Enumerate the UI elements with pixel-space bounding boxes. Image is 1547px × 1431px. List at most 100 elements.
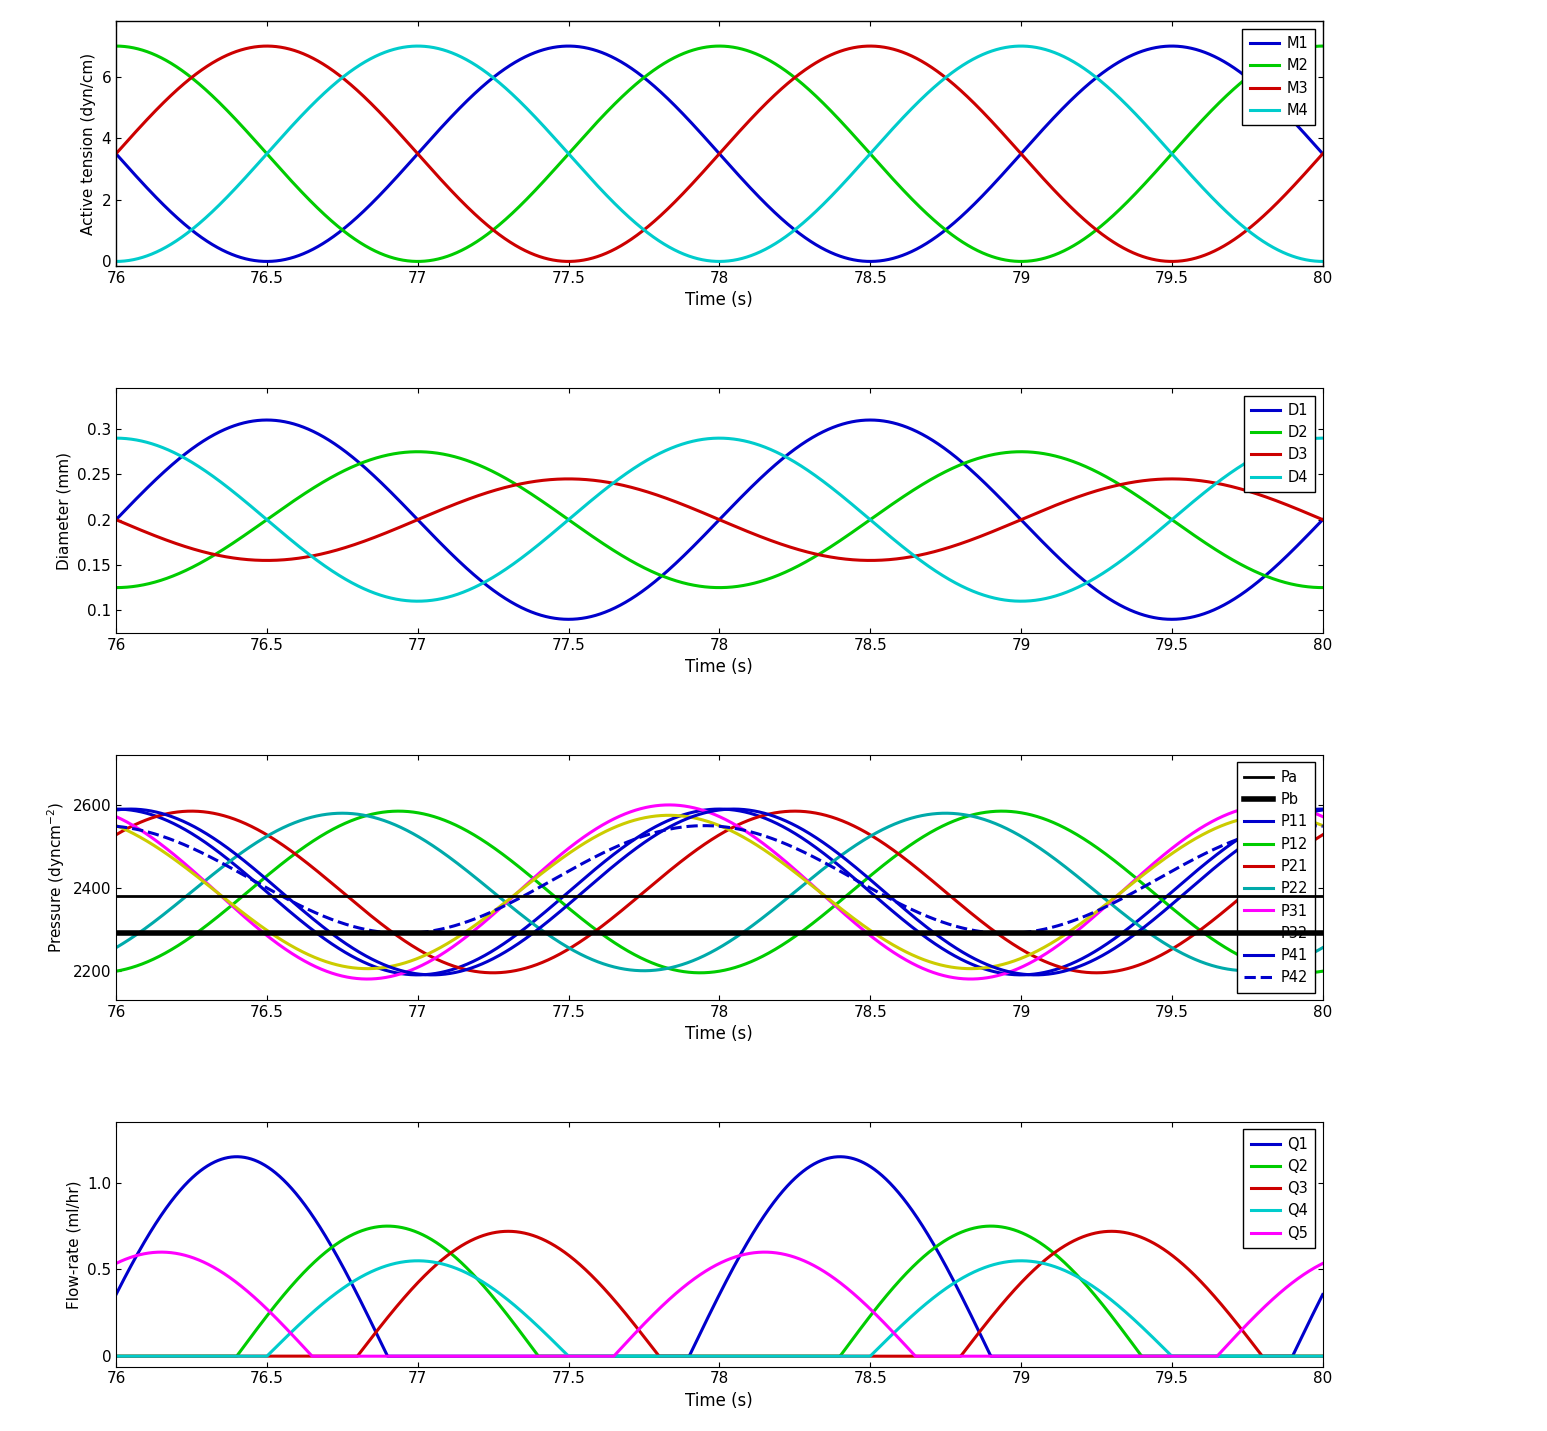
P12 bbox=[692, 964, 710, 982]
M2 bbox=[623, 79, 642, 96]
P11 bbox=[1313, 800, 1332, 817]
Line: M4: M4 bbox=[116, 46, 1323, 262]
M3 bbox=[1313, 145, 1332, 162]
D2 bbox=[681, 575, 699, 592]
P32 bbox=[1313, 817, 1332, 834]
D4 bbox=[1276, 435, 1295, 452]
P31 bbox=[107, 809, 125, 826]
M2 bbox=[1276, 46, 1295, 63]
Q5 bbox=[623, 1327, 642, 1344]
Q3 bbox=[107, 1348, 125, 1365]
Q5 bbox=[1276, 1279, 1295, 1296]
M3 bbox=[984, 114, 1002, 132]
Y-axis label: Pressure (dyncm$^{-2}$): Pressure (dyncm$^{-2}$) bbox=[45, 801, 67, 953]
P22 bbox=[1276, 956, 1295, 973]
M1 bbox=[1217, 54, 1236, 72]
M2 bbox=[1313, 37, 1332, 54]
P41 bbox=[681, 809, 699, 826]
Legend: Q1, Q2, Q3, Q4, Q5: Q1, Q2, Q3, Q4, Q5 bbox=[1244, 1129, 1315, 1248]
M2 bbox=[681, 43, 699, 60]
Q2 bbox=[1216, 1348, 1235, 1365]
Q1 bbox=[623, 1348, 642, 1365]
D3 bbox=[1162, 471, 1180, 488]
P11 bbox=[614, 839, 633, 856]
P31 bbox=[614, 806, 633, 823]
Q4 bbox=[1313, 1348, 1332, 1365]
P42 bbox=[984, 924, 1002, 942]
Q3 bbox=[1276, 1348, 1295, 1365]
M4 bbox=[1313, 253, 1332, 270]
P32 bbox=[984, 957, 1002, 975]
P21 bbox=[1313, 826, 1332, 843]
P41 bbox=[724, 800, 743, 817]
P11 bbox=[984, 963, 1002, 980]
D3 bbox=[614, 477, 633, 494]
D1 bbox=[1313, 511, 1332, 528]
P11 bbox=[408, 966, 427, 983]
P12 bbox=[623, 946, 642, 963]
D4 bbox=[1216, 468, 1235, 485]
Q4 bbox=[1276, 1348, 1295, 1365]
Q3 bbox=[681, 1348, 699, 1365]
M3 bbox=[107, 145, 125, 162]
Q3 bbox=[984, 1307, 1002, 1324]
Q3 bbox=[1313, 1348, 1332, 1365]
P31 bbox=[1217, 806, 1236, 823]
P21 bbox=[1276, 851, 1295, 869]
M4 bbox=[1276, 245, 1295, 262]
Y-axis label: Active tension (dyn/cm): Active tension (dyn/cm) bbox=[80, 53, 96, 235]
Line: P32: P32 bbox=[116, 816, 1323, 969]
D2 bbox=[984, 446, 1002, 464]
Line: Q4: Q4 bbox=[116, 1261, 1323, 1357]
P12 bbox=[1313, 963, 1332, 980]
P41 bbox=[1217, 850, 1236, 867]
D4 bbox=[1313, 429, 1332, 446]
Q1 bbox=[984, 1348, 1002, 1365]
M3 bbox=[1276, 185, 1295, 202]
D1 bbox=[1162, 611, 1180, 628]
Line: M3: M3 bbox=[116, 46, 1323, 262]
X-axis label: Time (s): Time (s) bbox=[685, 292, 753, 309]
P32 bbox=[614, 816, 633, 833]
D2 bbox=[1216, 547, 1235, 564]
Line: P11: P11 bbox=[116, 809, 1323, 975]
Q5 bbox=[1313, 1255, 1332, 1272]
Q5 bbox=[303, 1348, 322, 1365]
D3 bbox=[258, 552, 277, 570]
Q4 bbox=[614, 1348, 633, 1365]
X-axis label: Time (s): Time (s) bbox=[685, 1025, 753, 1043]
P11 bbox=[1216, 839, 1235, 856]
Line: D3: D3 bbox=[116, 479, 1323, 561]
Q5 bbox=[1217, 1338, 1236, 1355]
D1 bbox=[107, 511, 125, 528]
P31 bbox=[984, 967, 1002, 985]
P22 bbox=[984, 814, 1002, 831]
D1 bbox=[1276, 548, 1295, 565]
M4 bbox=[623, 212, 642, 229]
P42 bbox=[1313, 817, 1332, 834]
M1 bbox=[681, 113, 699, 130]
D1 bbox=[614, 595, 633, 612]
P42 bbox=[681, 817, 699, 834]
Line: D1: D1 bbox=[116, 421, 1323, 620]
Q5 bbox=[107, 1255, 125, 1272]
P41 bbox=[614, 850, 633, 867]
M3 bbox=[1217, 236, 1236, 253]
Line: M1: M1 bbox=[116, 46, 1323, 262]
D4 bbox=[984, 590, 1002, 607]
Q2 bbox=[379, 1218, 398, 1235]
D3 bbox=[107, 511, 125, 528]
D2 bbox=[623, 554, 642, 571]
P32 bbox=[623, 811, 642, 829]
P32 bbox=[661, 807, 679, 824]
P22 bbox=[1313, 939, 1332, 956]
D2 bbox=[107, 580, 125, 597]
D1 bbox=[1217, 595, 1236, 612]
P41 bbox=[1276, 811, 1295, 829]
Q3 bbox=[623, 1314, 642, 1331]
Q2 bbox=[614, 1348, 633, 1365]
P42 bbox=[393, 924, 412, 942]
Q3 bbox=[614, 1302, 633, 1319]
Q5 bbox=[984, 1348, 1002, 1365]
P31 bbox=[661, 796, 679, 813]
